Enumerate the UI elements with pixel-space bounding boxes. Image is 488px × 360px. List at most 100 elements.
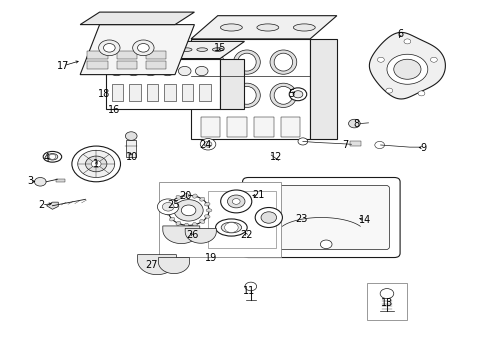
Circle shape — [379, 289, 393, 298]
Text: 2: 2 — [39, 200, 45, 210]
Ellipse shape — [192, 222, 197, 227]
Ellipse shape — [176, 221, 181, 225]
Text: 17: 17 — [57, 61, 70, 71]
Ellipse shape — [256, 24, 278, 31]
Text: 11: 11 — [243, 286, 255, 296]
Bar — [182, 84, 193, 102]
Circle shape — [393, 59, 420, 79]
Ellipse shape — [293, 24, 315, 31]
Text: 23: 23 — [295, 213, 307, 224]
Bar — [207, 191, 276, 248]
Circle shape — [162, 203, 174, 211]
Ellipse shape — [274, 53, 292, 71]
Bar — [126, 140, 136, 157]
Circle shape — [244, 282, 256, 291]
Ellipse shape — [199, 220, 204, 224]
Text: 10: 10 — [125, 153, 138, 162]
Ellipse shape — [237, 53, 256, 71]
Ellipse shape — [233, 50, 260, 74]
Circle shape — [255, 207, 282, 228]
Ellipse shape — [212, 48, 223, 51]
Ellipse shape — [47, 154, 58, 160]
Polygon shape — [106, 41, 244, 59]
Circle shape — [127, 66, 140, 76]
Bar — [106, 59, 220, 109]
Text: 27: 27 — [144, 260, 157, 270]
Circle shape — [227, 195, 244, 208]
Bar — [199, 84, 210, 102]
Ellipse shape — [169, 217, 174, 221]
Circle shape — [181, 205, 196, 216]
Ellipse shape — [233, 83, 260, 108]
Circle shape — [178, 66, 191, 76]
Bar — [87, 62, 108, 69]
Text: 15: 15 — [214, 43, 226, 53]
Bar — [350, 141, 361, 147]
Ellipse shape — [220, 24, 242, 31]
Text: 1: 1 — [93, 159, 99, 169]
Circle shape — [168, 195, 208, 225]
Text: 5: 5 — [288, 89, 294, 99]
Ellipse shape — [184, 193, 188, 198]
Text: 9: 9 — [420, 143, 426, 153]
Text: 22: 22 — [240, 230, 253, 240]
Ellipse shape — [150, 48, 161, 51]
Ellipse shape — [269, 83, 296, 108]
Ellipse shape — [204, 215, 210, 218]
Ellipse shape — [237, 86, 256, 104]
Circle shape — [78, 150, 115, 177]
Polygon shape — [185, 228, 216, 243]
Ellipse shape — [205, 209, 211, 212]
Text: 3: 3 — [27, 176, 34, 186]
Polygon shape — [80, 24, 194, 75]
Ellipse shape — [201, 86, 219, 104]
Circle shape — [403, 39, 410, 44]
Circle shape — [297, 138, 307, 145]
Circle shape — [125, 132, 137, 140]
Polygon shape — [368, 32, 445, 99]
Circle shape — [288, 88, 306, 101]
Text: 25: 25 — [166, 200, 179, 210]
Ellipse shape — [181, 48, 192, 51]
Ellipse shape — [192, 194, 197, 198]
Circle shape — [34, 177, 46, 186]
Bar — [254, 117, 273, 137]
Circle shape — [85, 156, 107, 172]
Circle shape — [348, 119, 360, 128]
Circle shape — [292, 91, 302, 98]
Text: 4: 4 — [43, 153, 50, 163]
Ellipse shape — [176, 195, 181, 199]
Bar — [159, 182, 281, 257]
Polygon shape — [158, 258, 189, 274]
Ellipse shape — [274, 86, 292, 104]
Ellipse shape — [215, 219, 246, 236]
Bar — [281, 117, 300, 137]
Circle shape — [99, 40, 120, 56]
Ellipse shape — [201, 53, 219, 71]
Circle shape — [429, 57, 436, 62]
Bar — [129, 84, 141, 102]
Bar — [164, 84, 176, 102]
Circle shape — [320, 240, 331, 249]
Bar — [145, 51, 166, 59]
Circle shape — [385, 88, 392, 93]
Circle shape — [144, 66, 157, 76]
Polygon shape — [80, 12, 194, 24]
Circle shape — [377, 57, 384, 62]
Polygon shape — [309, 39, 336, 139]
Text: 26: 26 — [186, 230, 198, 240]
Bar — [146, 84, 158, 102]
Text: 21: 21 — [251, 190, 264, 200]
Circle shape — [157, 199, 179, 215]
Circle shape — [220, 190, 251, 213]
FancyBboxPatch shape — [242, 177, 399, 257]
Circle shape — [224, 222, 238, 233]
Circle shape — [261, 212, 276, 223]
Text: 14: 14 — [358, 215, 370, 225]
Ellipse shape — [165, 212, 171, 215]
Bar — [112, 84, 123, 102]
Bar — [201, 117, 220, 137]
Ellipse shape — [134, 48, 145, 51]
Circle shape — [161, 66, 174, 76]
Text: 12: 12 — [269, 153, 282, 162]
